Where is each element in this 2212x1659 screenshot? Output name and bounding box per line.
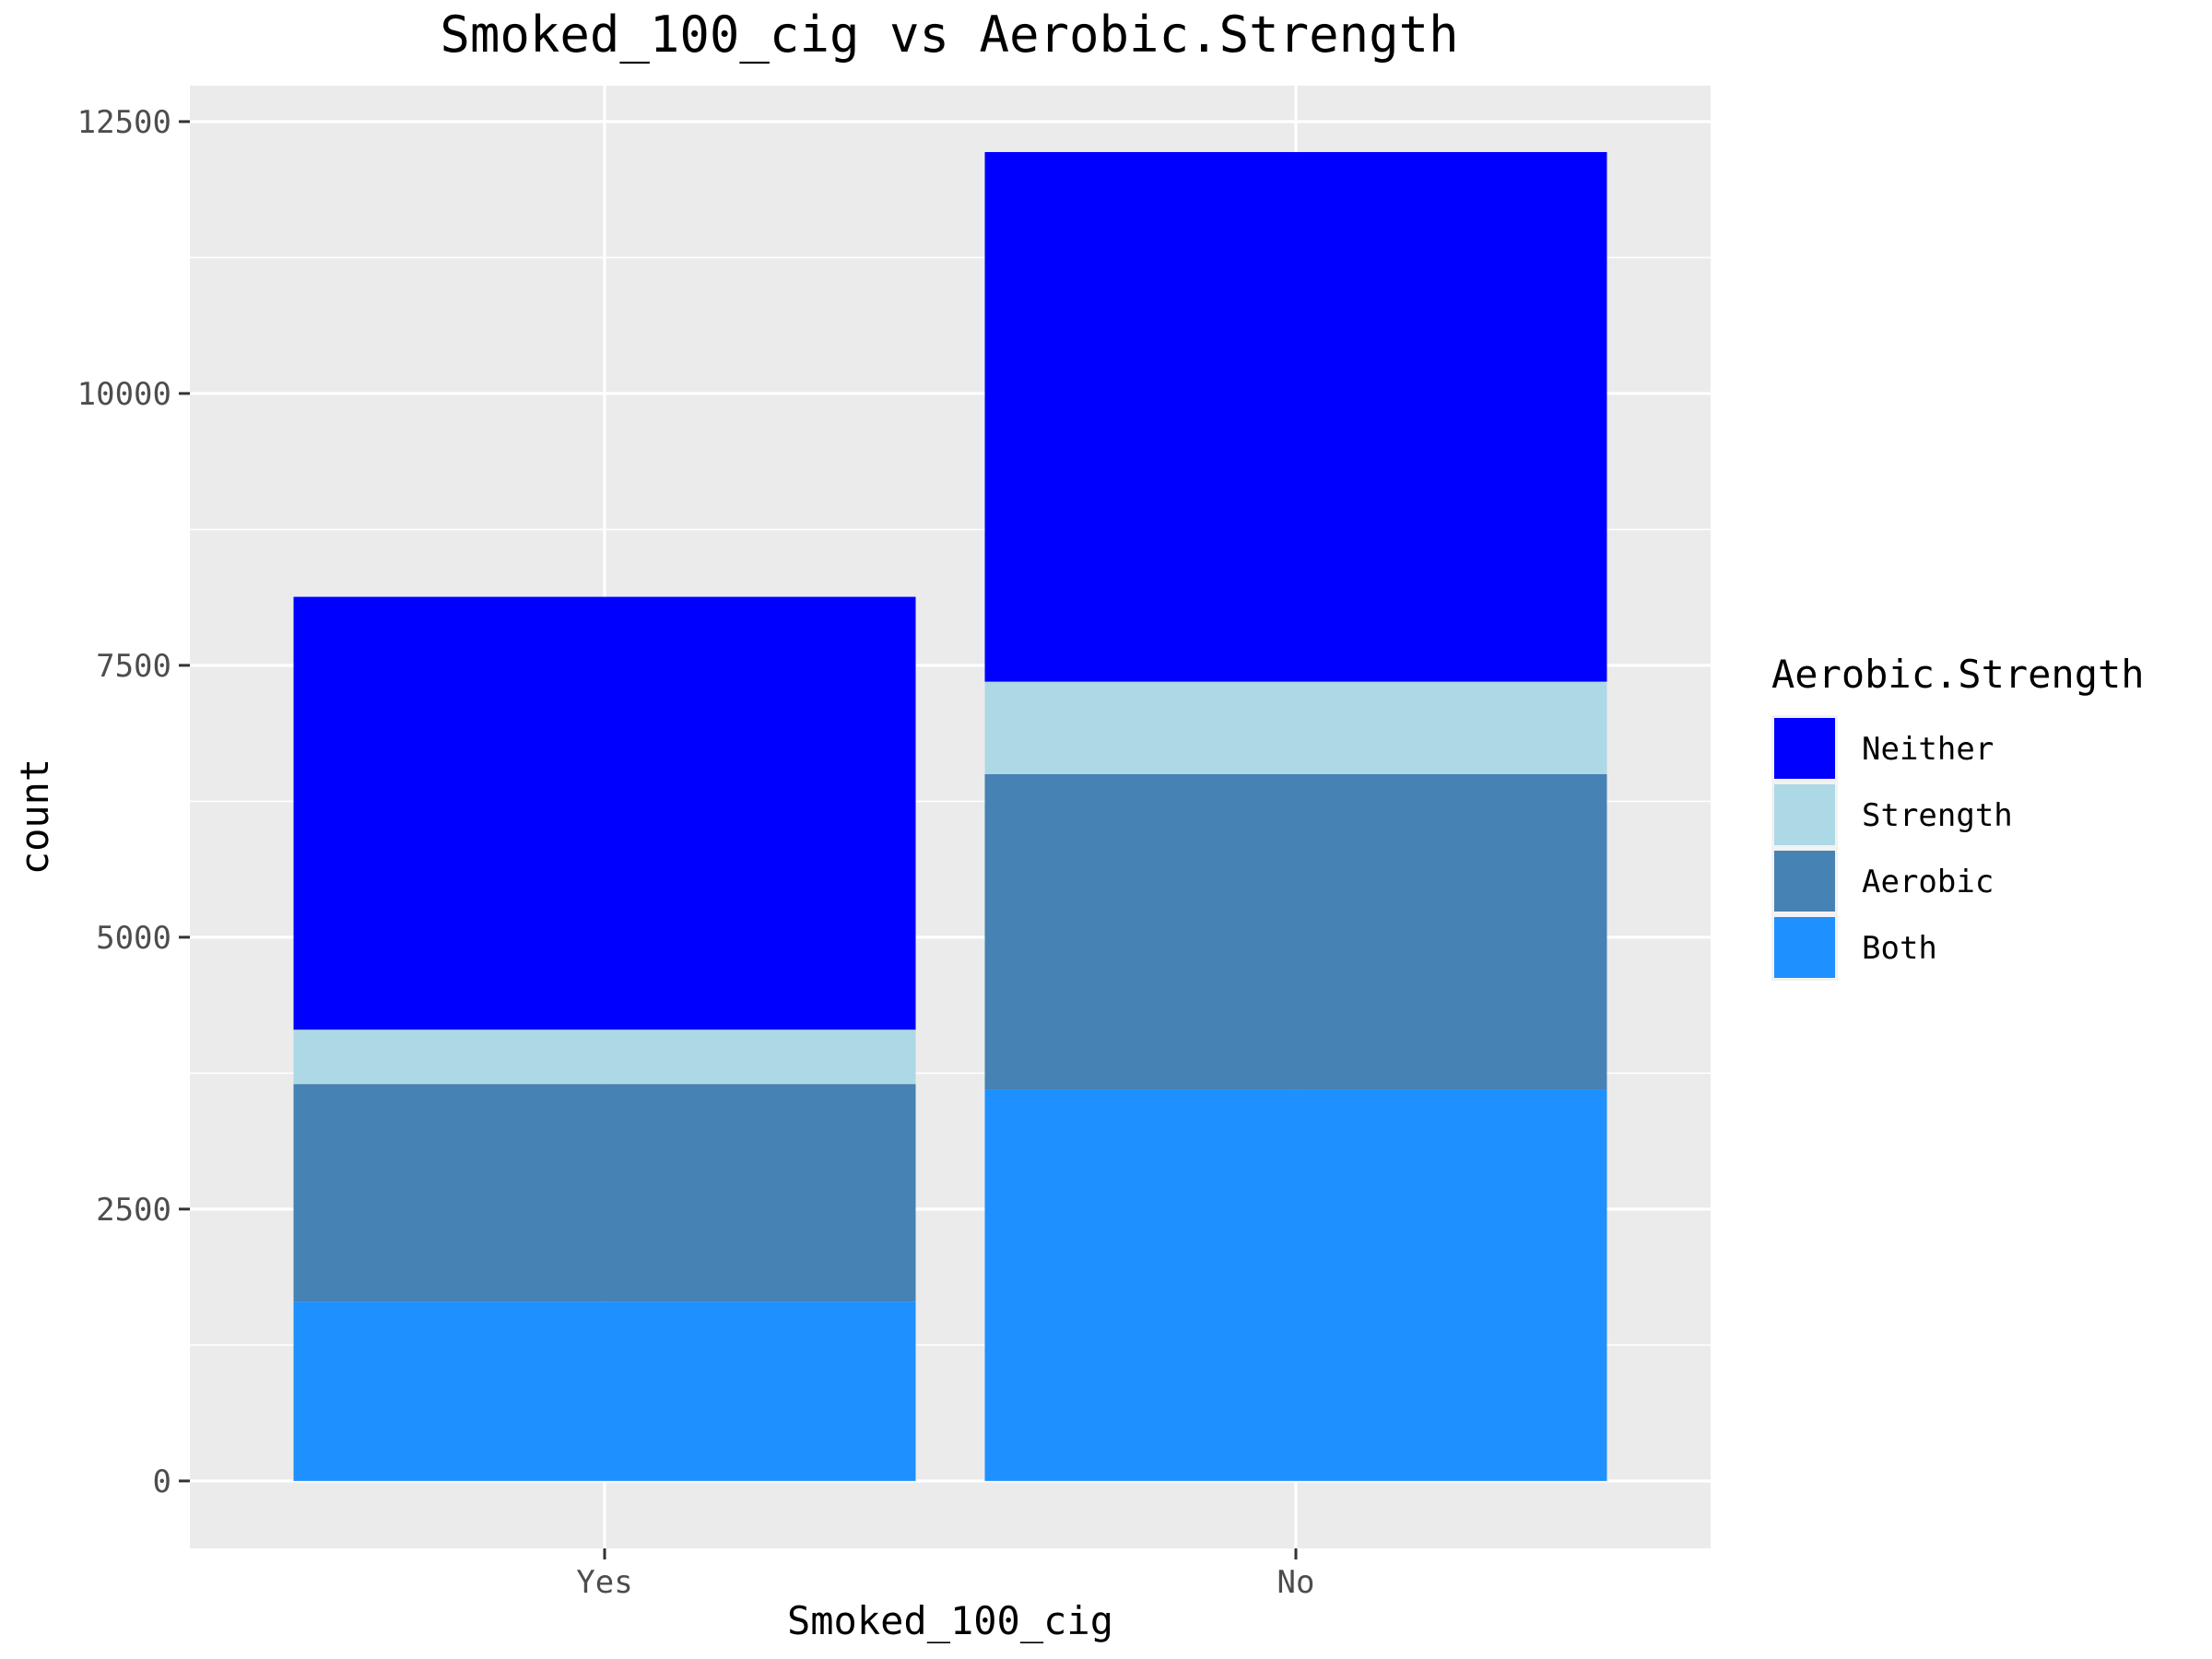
bar-segment-yes-strength	[293, 1030, 916, 1085]
legend-label-aerobic: Aerobic	[1862, 864, 1994, 900]
y-tick-label: 7500	[96, 648, 171, 685]
bar-segment-yes-neither	[293, 596, 916, 1030]
y-tick-label: 2500	[96, 1192, 171, 1229]
bar-segment-no-aerobic	[984, 773, 1607, 1090]
legend-swatch-strength	[1774, 784, 1835, 845]
y-tick-label: 0	[153, 1464, 171, 1500]
bar-segment-yes-both	[293, 1301, 916, 1481]
x-axis: Yes No	[576, 1548, 1314, 1601]
x-tick-label: Yes	[576, 1564, 632, 1601]
legend-label-neither: Neither	[1862, 731, 1994, 768]
y-axis-title: count	[12, 759, 57, 875]
bar-segment-no-strength	[984, 681, 1607, 774]
y-axis: 0 2500 5000 7500 10000 12500	[77, 104, 190, 1500]
legend-swatch-aerobic	[1774, 851, 1835, 912]
bars	[293, 151, 1607, 1481]
y-tick-label: 10000	[77, 376, 171, 413]
chart-title: Smoked_100_cig vs Aerobic.Strength	[440, 6, 1458, 64]
legend-title: Aerobic.Strength	[1771, 652, 2145, 697]
x-axis-title: Smoked_100_cig	[787, 1598, 1113, 1643]
legend-swatch-neither	[1774, 718, 1835, 779]
bar-segment-yes-aerobic	[293, 1084, 916, 1302]
legend-label-both: Both	[1862, 930, 1937, 967]
y-tick-label: 12500	[77, 104, 171, 141]
legend-items: Neither Strength Aerobic Both	[1771, 715, 2013, 981]
bar-segment-no-neither	[984, 151, 1607, 682]
y-tick-label: 5000	[96, 920, 171, 957]
legend-label-strength: Strength	[1862, 797, 2013, 834]
bar-segment-no-both	[984, 1089, 1607, 1481]
legend-swatch-both	[1774, 917, 1835, 978]
legend: Aerobic.Strength Neither Strength Aerobic B…	[1771, 652, 2145, 981]
x-tick-label: No	[1277, 1564, 1315, 1601]
